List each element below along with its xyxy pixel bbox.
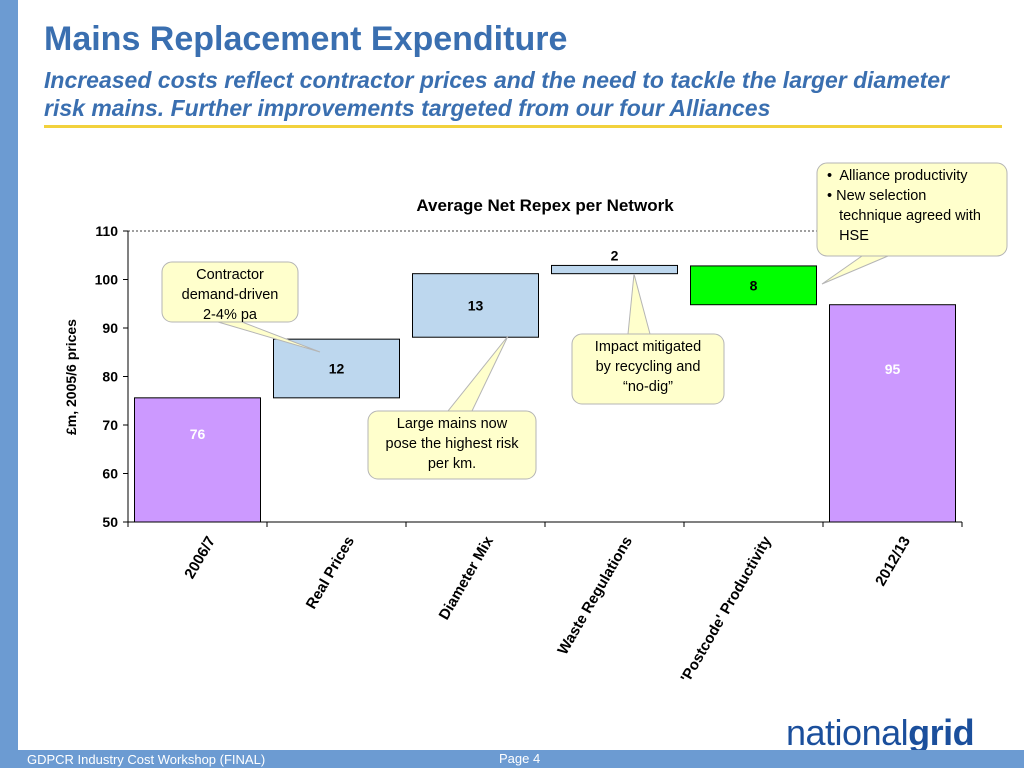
callout-text-line: Large mains now	[397, 416, 508, 432]
x-tick-label: 2012/13	[872, 534, 914, 589]
callout-pointer	[446, 335, 509, 412]
y-tick-label: 100	[95, 272, 119, 288]
callout-box	[367, 410, 537, 480]
callout-text-line: technique agreed with	[827, 208, 981, 224]
chart-title: Average Net Repex per Network	[416, 196, 674, 215]
y-tick-label: 70	[102, 417, 118, 433]
callout-text-line: by recycling and	[596, 359, 701, 375]
callout-pointer	[821, 255, 889, 285]
x-tick-label: Real Prices	[303, 534, 358, 613]
callout-text-line: “no-dig”	[623, 379, 673, 395]
callout-text-line: 2-4% pa	[203, 307, 258, 323]
bar-data-label-1: 76	[190, 426, 206, 442]
title-divider	[44, 125, 1002, 128]
logo-text-bold: grid	[908, 712, 975, 753]
y-tick-label: 90	[102, 320, 118, 336]
bar-2	[273, 338, 400, 399]
x-tick-label: 2006/7	[181, 534, 219, 582]
x-tick-label: Diameter Mix	[436, 533, 498, 623]
y-tick-label: 80	[102, 369, 118, 385]
left-accent-bar	[0, 0, 18, 768]
callout-text-line: pose the highest risk	[386, 436, 520, 452]
national-grid-logo: nationalgrid	[786, 712, 975, 754]
logo-text-light: national	[786, 712, 909, 753]
callout-text-line: Impact mitigated	[595, 339, 701, 355]
bar-data-label-5: 8	[750, 277, 758, 293]
y-tick-label: 50	[102, 514, 118, 530]
bar-data-label-2: 12	[329, 360, 345, 376]
callout-text-line: • Alliance productivity	[827, 168, 968, 184]
y-tick-label: 110	[95, 223, 118, 239]
bar-5	[690, 265, 817, 306]
callout-pointer	[217, 321, 321, 353]
callout-text-line: HSE	[827, 228, 869, 244]
callout-box	[816, 162, 1008, 257]
callout-text-line: Contractor	[196, 267, 264, 283]
footer-bar	[0, 750, 1024, 768]
bar-1	[134, 397, 261, 523]
y-tick-label: 60	[102, 466, 118, 482]
callout-box	[161, 261, 299, 323]
callout-text-line: per km.	[428, 456, 476, 472]
bar-data-label-4: 2	[611, 247, 619, 263]
y-axis-title: £m, 2005/6 prices	[63, 319, 79, 435]
bar-6	[829, 304, 956, 523]
callout-pointer	[627, 273, 651, 335]
callout-box	[571, 333, 725, 405]
page-number: Page 4	[499, 751, 541, 766]
slide-title: Mains Replacement Expenditure	[44, 20, 568, 58]
x-tick-label: Waste Regulations	[554, 534, 636, 658]
callout-text-line: • New selection	[827, 188, 926, 204]
bar-data-label-3: 13	[468, 297, 484, 313]
bar-3	[412, 273, 539, 338]
bar-4	[551, 264, 678, 275]
footer-text: GDPCR Industry Cost Workshop (FINAL)	[27, 752, 266, 767]
callout-text-line: demand-driven	[182, 287, 279, 303]
slide-subtitle: Increased costs reflect contractor price…	[44, 67, 949, 121]
bar-data-label-6: 95	[885, 361, 901, 377]
x-tick-label: 'Postcode' Productivity	[677, 533, 775, 685]
